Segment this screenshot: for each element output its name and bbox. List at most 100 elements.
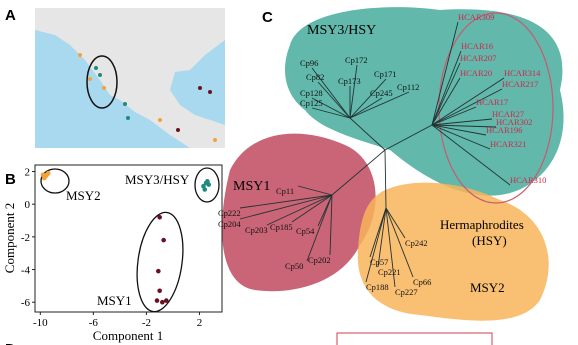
branch <box>311 67 351 119</box>
leaf-label: Cp66 <box>413 277 431 287</box>
leaf-label: Cp204 <box>218 219 241 229</box>
map-land <box>35 8 225 148</box>
branch <box>431 62 461 126</box>
branch <box>239 194 333 209</box>
group-label: (HSY) <box>472 233 507 248</box>
panel-label: D <box>5 341 16 345</box>
map-circle <box>86 55 118 109</box>
x-tick-label: 2 <box>197 317 203 329</box>
map-points <box>78 53 217 142</box>
branch <box>311 107 351 119</box>
point <box>156 268 161 274</box>
cluster-ellipse <box>136 211 184 313</box>
leaf-label: HCAR217 <box>502 79 538 89</box>
point <box>41 175 47 181</box>
cluster-label: MSY2 <box>66 188 101 203</box>
point <box>161 237 166 243</box>
leaf-label: Cp202 <box>308 255 331 265</box>
branch <box>331 149 386 196</box>
branch <box>291 194 333 223</box>
plot-frame <box>34 164 223 313</box>
leaf-label: Cp128 <box>300 88 323 98</box>
cluster-label: MSY3/HSY <box>125 172 190 187</box>
branch <box>431 106 477 126</box>
leaf-label: HCAR314 <box>504 68 541 78</box>
leaf-label: HCAR20 <box>460 68 492 78</box>
point <box>157 288 162 294</box>
leaf-label: HCAR17 <box>476 97 508 107</box>
point <box>163 298 169 303</box>
leaf-label: HCAR196 <box>486 125 522 135</box>
leaf-label: Cp245 <box>370 88 393 98</box>
leaf-label: Cp96 <box>300 58 318 68</box>
leaf-label: Cp54 <box>296 226 315 236</box>
y-tick-label: -2 <box>21 232 30 244</box>
branch <box>384 124 433 151</box>
leaf-label: HCAR16 <box>461 41 493 51</box>
branch <box>431 124 497 128</box>
x-tick-label: -10 <box>33 317 48 329</box>
branch <box>317 81 351 119</box>
branch <box>431 77 505 126</box>
tree-branches <box>239 21 511 288</box>
branch <box>431 124 491 150</box>
leaf-label: Cp50 <box>285 261 303 271</box>
panel-d-box <box>336 332 493 345</box>
panel-label: B <box>5 171 16 188</box>
branch <box>377 207 387 268</box>
branch <box>266 194 333 226</box>
point <box>157 214 162 220</box>
point <box>44 172 50 178</box>
leaf-label: HCAR27 <box>492 109 524 119</box>
leaf-label: Cp188 <box>366 282 389 292</box>
leaf-label: Cp171 <box>374 69 397 79</box>
branch <box>349 117 386 151</box>
blob-msy1 <box>222 133 376 292</box>
branch <box>431 50 462 126</box>
point <box>205 179 210 184</box>
branch <box>384 149 387 209</box>
blob-msy3 <box>285 7 564 196</box>
leaf-label: HCAR321 <box>490 139 526 149</box>
group-label: MSY1 <box>233 179 270 194</box>
branch <box>431 124 487 136</box>
branch <box>431 124 511 186</box>
y-tick-label: -4 <box>21 265 31 277</box>
leaf-label: Cp11 <box>276 186 294 196</box>
x-tick-label: -2 <box>142 317 151 329</box>
x-axis-label: Component 1 <box>93 328 163 343</box>
branch <box>385 207 406 239</box>
branch <box>365 207 387 283</box>
cluster-ellipse <box>40 168 70 194</box>
y-tick-label: 0 <box>25 199 31 211</box>
cluster-ellipse <box>194 167 220 203</box>
leaf-label: Cp221 <box>378 267 401 277</box>
panel-label: A <box>5 7 16 24</box>
branch <box>431 88 503 126</box>
branch <box>297 185 333 196</box>
y-axis-label: Component 2 <box>2 203 17 273</box>
branch <box>306 194 333 262</box>
leaf-label: Cp227 <box>395 287 418 297</box>
branch <box>431 118 493 126</box>
branch <box>349 97 383 119</box>
point <box>160 299 165 305</box>
leaf-label: Cp173 <box>338 76 361 86</box>
branch <box>349 91 410 119</box>
leaf-label: Cp242 <box>405 238 428 248</box>
branch <box>329 194 333 256</box>
leaf-label: Cp57 <box>370 257 388 267</box>
point <box>154 298 160 303</box>
cluster-label: MSY1 <box>97 293 132 308</box>
y-tick-label: -6 <box>21 297 31 309</box>
leaf-label: Cp172 <box>345 55 368 65</box>
branch <box>349 64 358 119</box>
leaf-label: Cp222 <box>218 208 241 218</box>
blob-msy2 <box>357 182 549 321</box>
leaf-label: Cp82 <box>306 72 324 82</box>
branch <box>385 207 396 288</box>
leaf-label: Cp185 <box>270 222 293 232</box>
branch <box>385 207 414 278</box>
leaf-label: HCAR310 <box>510 175 546 185</box>
group-label: Hermaphrodites <box>440 217 524 232</box>
